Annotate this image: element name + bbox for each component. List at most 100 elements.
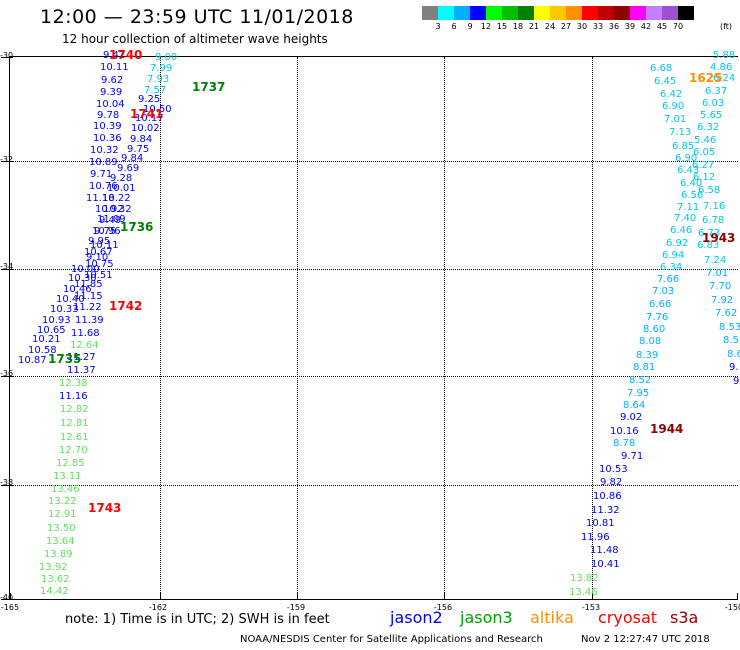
wave-height-value: 8.60 [643, 324, 666, 335]
wave-height-value: 8.64 [623, 400, 646, 411]
wave-height-value: 7.01 [664, 114, 687, 125]
x-axis-label: -165 [0, 603, 20, 612]
gridline-lat [10, 485, 738, 486]
wave-height-value: 7.57 [144, 85, 167, 96]
wave-height-value: 12.70 [59, 445, 88, 456]
color-swatch [454, 6, 470, 20]
wave-height-value: 6.27 [692, 160, 715, 171]
wave-height-value: 9.84 [121, 153, 144, 164]
wave-height-value: 11.32 [591, 505, 620, 516]
wave-height-value: 10.39 [93, 121, 122, 132]
wave-height-value: 10.93 [42, 315, 71, 326]
wave-height-value: 13.22 [48, 496, 77, 507]
wave-height-value: 13.82 [570, 573, 599, 584]
wave-height-value: 8.5 [723, 335, 739, 346]
legend-jason2: jason2 [390, 608, 443, 627]
wave-height-value: 6.94 [662, 250, 685, 261]
y-axis-label: -34 [0, 262, 14, 271]
wave-height-value: 13.64 [46, 536, 75, 547]
wave-height-value: 6.83 [697, 240, 720, 251]
color-swatch [470, 6, 486, 20]
pass-time-label: 1737 [192, 80, 226, 94]
x-axis-label: -156 [433, 603, 453, 612]
color-swatch [598, 6, 614, 20]
color-scale-label: 24 [544, 22, 556, 31]
wave-height-value: 6.73 [698, 228, 721, 239]
wave-height-value: 10.30 [68, 273, 97, 284]
wave-height-value: 10.01 [107, 183, 136, 194]
wave-height-value: 10.51 [84, 270, 113, 281]
wave-height-value: 14.42 [40, 586, 69, 597]
page-subtitle: 12 hour collection of altimeter wave hei… [62, 32, 328, 46]
color-swatch [550, 6, 566, 20]
pass-time-label: 1625 [689, 71, 723, 85]
wave-height-value: 9.28 [110, 173, 133, 184]
wave-height-value: 8.53 [719, 322, 740, 333]
gridline-lat [10, 161, 738, 162]
wave-height-value: 8.81 [633, 362, 656, 373]
wave-height-value: 11.68 [71, 328, 100, 339]
wave-height-value: 5.88 [713, 50, 736, 61]
wave-height-value: 6.03 [702, 98, 725, 109]
gridline-lon [297, 57, 298, 599]
color-scale-label: 18 [512, 22, 524, 31]
wave-height-value: 8.52 [629, 375, 652, 386]
wave-height-value: 6.92 [666, 238, 689, 249]
wave-height-value: 10.46 [63, 284, 92, 295]
wave-height-value: 10.58 [28, 345, 57, 356]
color-swatch [566, 6, 582, 20]
wave-height-value: 7.40 [674, 213, 697, 224]
wave-height-value: 11.39 [75, 315, 104, 326]
wave-height-value: 13.46 [569, 587, 598, 598]
wave-height-value: 13.89 [44, 549, 73, 560]
x-tick [10, 593, 11, 599]
wave-height-value: 12.91 [48, 509, 77, 520]
color-scale-label: 30 [576, 22, 588, 31]
wave-height-value: 10.65 [37, 325, 66, 336]
color-scale-label: 36 [608, 22, 620, 31]
wave-height-value: 10.87 [18, 355, 47, 366]
wave-height-value: 9.42 [103, 50, 126, 61]
wave-height-value: 10.22 [102, 193, 131, 204]
wave-height-value: 10.50 [143, 104, 172, 115]
wave-height-value: 12.82 [60, 404, 89, 415]
wave-height-value: 10.32 [90, 145, 119, 156]
wave-height-value: 6.12 [693, 172, 716, 183]
y-axis-label: -38 [0, 478, 14, 487]
wave-height-value: 9.69 [117, 163, 140, 174]
wave-height-value: 13.62 [41, 574, 70, 585]
wave-height-value: 13.46 [51, 484, 80, 495]
wave-height-value: 9.39 [100, 87, 123, 98]
wave-height-value: 11.16 [59, 391, 88, 402]
gridline-lon [592, 57, 593, 599]
color-scale-label: 27 [560, 22, 572, 31]
wave-height-value: 12.81 [60, 418, 89, 429]
credit-line: NOAA/NESDIS Center for Satellite Applica… [240, 634, 543, 645]
wave-height-value: 10.21 [32, 334, 61, 345]
y-tick [1, 57, 13, 58]
wave-height-value: 8.78 [613, 438, 636, 449]
wave-height-value: 10.11 [100, 62, 129, 73]
color-swatch [582, 6, 598, 20]
wave-height-value: 10.04 [96, 99, 125, 110]
wave-height-value: 13.92 [39, 562, 68, 573]
wave-height-value: 10.11 [90, 240, 119, 251]
color-swatch [534, 6, 550, 20]
wave-height-value: 6.66 [649, 299, 672, 310]
pass-time-label: 1741 [130, 107, 164, 121]
legend-cryosat: cryosat [598, 608, 658, 627]
color-scale-label: 39 [624, 22, 636, 31]
pass-time-label: 1736 [120, 220, 154, 234]
y-axis-label: -32 [0, 155, 14, 164]
wave-height-value: 8.6 [727, 349, 740, 360]
wave-height-value: 9.84 [130, 134, 153, 145]
wave-height-value: 7.66 [657, 274, 680, 285]
wave-height-value: 10.02 [131, 123, 160, 134]
wave-height-value: 7.70 [709, 281, 732, 292]
gridline-lat [10, 376, 738, 377]
wave-height-value: 10.81 [586, 518, 615, 529]
wave-height-value: 7.92 [711, 295, 734, 306]
wave-height-value: 10.36 [93, 133, 122, 144]
wave-height-value: 9.02 [620, 412, 643, 423]
wave-height-value: 4.86 [710, 62, 733, 73]
